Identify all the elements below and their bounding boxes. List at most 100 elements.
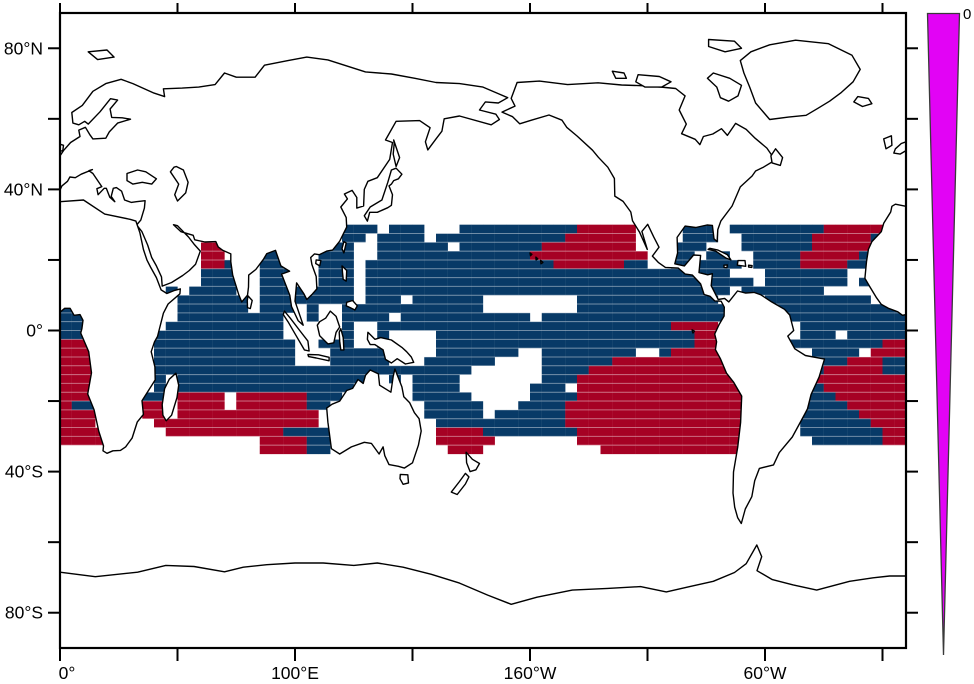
grid-cell — [859, 330, 871, 340]
grid-cell — [624, 233, 636, 243]
grid-cell — [189, 365, 202, 375]
grid-cell — [459, 436, 472, 446]
grid-cell — [812, 224, 824, 234]
grid-cell — [671, 286, 683, 296]
grid-cell — [377, 356, 390, 366]
grid-cell — [259, 383, 272, 393]
grid-cell — [659, 401, 672, 411]
grid-cell — [154, 356, 166, 366]
grid-cell — [483, 268, 495, 278]
grid-cell — [189, 304, 202, 314]
grid-cell — [436, 374, 448, 384]
grid-cell — [565, 312, 578, 322]
grid-cell — [259, 409, 272, 419]
grid-cell — [706, 233, 719, 243]
grid-cell — [400, 268, 413, 278]
grid-cell — [447, 277, 460, 287]
grid-cell — [588, 330, 601, 340]
coast-africa-nw-edge — [864, 203, 907, 316]
grid-cell — [882, 348, 895, 358]
grid-cell — [682, 445, 695, 455]
grid-cell — [600, 277, 613, 287]
grid-cell — [471, 259, 484, 269]
grid-cell — [224, 409, 237, 419]
grid-cell — [271, 277, 284, 287]
grid-cell — [283, 445, 296, 455]
grid-cell — [436, 409, 448, 419]
grid-cell — [835, 383, 848, 393]
grid-cell — [553, 268, 566, 278]
grid-cell — [612, 330, 625, 340]
grid-cell — [236, 409, 249, 419]
grid-cell — [718, 409, 730, 419]
grid-cell — [342, 286, 354, 296]
grid-cell — [201, 277, 213, 287]
grid-cell — [518, 321, 531, 331]
grid-cell — [154, 418, 166, 428]
grid-cell — [424, 312, 437, 322]
grid-cell — [459, 295, 472, 305]
grid-cell — [635, 383, 648, 393]
grid-cell — [71, 418, 84, 428]
grid-cell — [71, 436, 84, 446]
grid-cell — [518, 242, 531, 252]
grid-cell — [671, 409, 683, 419]
grid-cell — [154, 409, 166, 419]
grid-cell — [177, 330, 190, 340]
grid-cell — [647, 312, 660, 322]
grid-cell — [154, 348, 166, 358]
grid-cell — [330, 348, 343, 358]
grid-cell — [236, 339, 249, 349]
grid-cell — [635, 418, 648, 428]
grid-cell — [694, 286, 707, 296]
grid-cell — [471, 295, 484, 305]
grid-cell — [835, 251, 848, 261]
grid-cell — [600, 409, 613, 419]
grid-cell — [377, 286, 390, 296]
grid-cell — [870, 374, 883, 384]
grid-cell — [647, 392, 660, 402]
grid-cell — [248, 321, 260, 331]
grid-cell — [377, 242, 390, 252]
coast-iceland — [853, 95, 873, 108]
grid-cell — [342, 365, 354, 375]
grid-cell — [494, 242, 507, 252]
grid-cell — [60, 409, 72, 419]
grid-cell — [436, 312, 448, 322]
grid-cell — [447, 383, 460, 393]
grid-cell — [600, 418, 613, 428]
grid-cell — [271, 259, 284, 269]
grid-cell — [541, 374, 554, 384]
grid-cell — [659, 383, 672, 393]
grid-cell — [553, 427, 566, 437]
grid-cell — [436, 356, 448, 366]
grid-cell — [447, 348, 460, 358]
grid-cell — [412, 392, 425, 402]
grid-cell — [729, 392, 742, 402]
grid-cell — [682, 295, 695, 305]
grid-cell — [682, 304, 695, 314]
grid-cell — [224, 330, 237, 340]
grid-cell — [400, 259, 413, 269]
grid-cell — [718, 268, 730, 278]
grid-cell — [694, 445, 707, 455]
grid-cell — [659, 392, 672, 402]
grid-cell — [682, 436, 695, 446]
grid-cell — [847, 409, 860, 419]
grid-cell — [624, 312, 636, 322]
grid-cell — [741, 277, 754, 287]
grid-cell — [71, 383, 84, 393]
grid-cell — [565, 348, 578, 358]
grid-cell — [541, 233, 554, 243]
grid-cell — [682, 277, 695, 287]
grid-cell — [236, 401, 249, 411]
grid-cell — [494, 312, 507, 322]
grid-cell — [694, 418, 707, 428]
grid-cell — [189, 348, 202, 358]
grid-cell — [870, 392, 883, 402]
grid-cell — [577, 348, 589, 358]
grid-cell — [412, 259, 425, 269]
grid-cell — [177, 392, 190, 402]
grid-cell — [894, 383, 907, 393]
grid-cell — [530, 409, 542, 419]
